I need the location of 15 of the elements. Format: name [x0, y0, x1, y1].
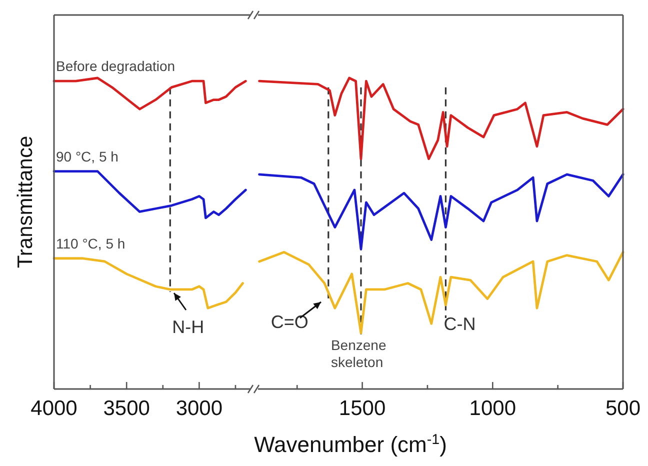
x-tick-label: 3000 [176, 397, 223, 420]
x-tick-label: 3500 [103, 397, 150, 420]
ref-line-label: C-N [444, 314, 476, 334]
series-label: Before degradation [56, 58, 176, 74]
x-axis-title: Wavenumber (cm$^{-1}$) [254, 432, 447, 457]
x-tick-label: 1000 [469, 397, 516, 420]
ref-line-label: N-H [172, 317, 204, 337]
y-axis-title: Transmittance [14, 136, 37, 268]
x-tick-label: 4000 [30, 397, 78, 420]
series-label: 90 °C, 5 h [56, 148, 118, 164]
series-label: 110 °C, 5 h [56, 235, 126, 252]
x-tick-label: 500 [605, 397, 641, 420]
x-tick-label: 1500 [338, 397, 386, 420]
ref-line-label: Benzene skeleton [330, 337, 386, 370]
ref-line-label: C=O [270, 312, 308, 332]
